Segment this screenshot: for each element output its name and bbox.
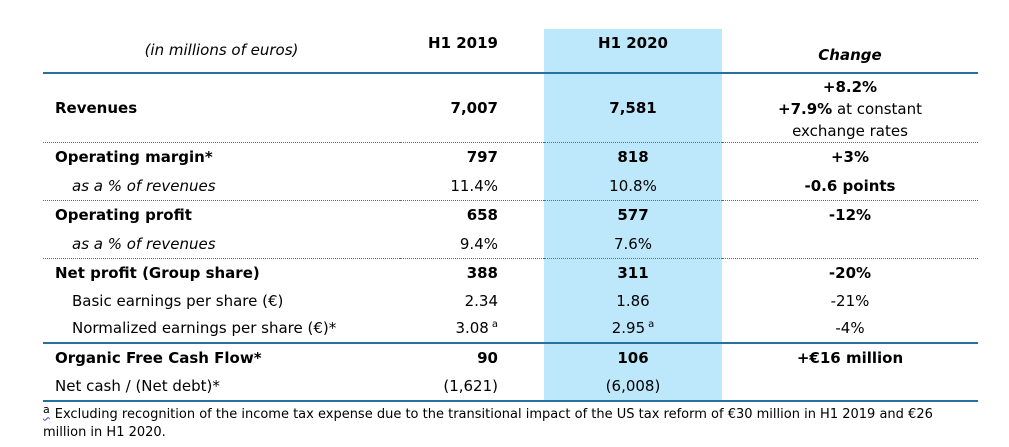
unit-label: (in millions of euros) xyxy=(43,28,400,74)
value-h1-2020: 818 xyxy=(617,148,649,167)
value-h1-2020: 1.86 xyxy=(616,291,650,310)
row-label: Operating profit xyxy=(55,206,192,225)
value-change xyxy=(722,229,978,259)
change-line-1: +8.2% xyxy=(822,78,878,96)
column-header-change: Change xyxy=(722,28,978,74)
value-h1-2020: 311 xyxy=(617,263,649,282)
row-label: as a % of revenues xyxy=(43,229,400,259)
value-h1-2019: (1,621) xyxy=(400,371,544,402)
row-label: Organic Free Cash Flow* xyxy=(55,348,262,367)
value-h1-2019: 3.08 a xyxy=(400,314,544,344)
value-change: +8.2% +7.9% at constant exchange rates xyxy=(722,73,978,143)
header-row: (in millions of euros) H1 2019 H1 2020 C… xyxy=(43,28,978,74)
row-label: Operating margin* xyxy=(55,148,213,167)
change-multiline: +8.2% +7.9% at constant exchange rates xyxy=(722,74,978,142)
table-row-operating-margin-pct: as a % of revenues 11.4% 10.8% -0.6 poin… xyxy=(43,171,978,201)
row-label: Normalized earnings per share (€)* xyxy=(43,314,400,344)
footnote-ref-a: a xyxy=(648,319,655,330)
value-change xyxy=(722,371,978,402)
row-label: Net profit (Group share) xyxy=(55,263,260,282)
value-change: -0.6 points xyxy=(722,171,978,201)
table-row-operating-margin: Operating margin* 797 818 +3% xyxy=(43,143,978,172)
footnote-text: Excluding recognition of the income tax … xyxy=(43,407,933,440)
value-h1-2020: 10.8% xyxy=(544,171,722,201)
row-label: Basic earnings per share (€) xyxy=(72,291,284,310)
table-row-operating-profit-pct: as a % of revenues 9.4% 7.6% xyxy=(43,229,978,259)
table-row-organic-free-cash-flow: Organic Free Cash Flow* 90 106 +€16 mill… xyxy=(43,343,978,372)
table-row-operating-profit: Operating profit 658 577 -12% xyxy=(43,201,978,230)
value-h1-2019: 2.34 xyxy=(464,291,498,310)
column-header-h1-2019: H1 2019 xyxy=(400,28,544,74)
row-label: Revenues xyxy=(43,73,400,143)
value-h1-2019: 388 xyxy=(466,263,498,282)
change-line-2: +7.9% at constant xyxy=(778,100,922,118)
change-line-3: exchange rates xyxy=(792,122,908,140)
value-h1-2019: 90 xyxy=(477,348,498,367)
table-row-net-profit: Net profit (Group share) 388 311 -20% xyxy=(43,259,978,287)
value-change: -20% xyxy=(828,263,872,282)
value-h1-2020: 2.95 a xyxy=(544,314,722,344)
value-change: -21% xyxy=(830,291,870,310)
column-header-h1-2020: H1 2020 xyxy=(544,28,722,74)
footnote: a Excluding recognition of the income tax… xyxy=(43,402,975,442)
value-h1-2019: 797 xyxy=(466,148,498,167)
value-h1-2020: 7.6% xyxy=(544,229,722,259)
value-h1-2019: 9.4% xyxy=(400,229,544,259)
table-row-basic-eps: Basic earnings per share (€) 2.34 1.86 -… xyxy=(43,287,978,315)
value-h1-2019: 7,007 xyxy=(400,73,544,143)
table-row-net-cash: Net cash / (Net debt)* (1,621) (6,008) xyxy=(43,371,978,402)
value-change: +3% xyxy=(830,148,870,167)
results-table: (in millions of euros) H1 2019 H1 2020 C… xyxy=(43,28,978,402)
value-change: -12% xyxy=(828,206,872,225)
value-h1-2020: (6,008) xyxy=(544,371,722,402)
row-label: Net cash / (Net debt)* xyxy=(43,371,400,402)
value-h1-2020: 7,581 xyxy=(544,73,722,143)
value-change: -4% xyxy=(722,314,978,344)
value-h1-2019: 658 xyxy=(466,206,498,225)
footnote-ref-a: a xyxy=(491,319,498,330)
value-h1-2019: 11.4% xyxy=(400,171,544,201)
table-row-normalized-eps: Normalized earnings per share (€)* 3.08 a… xyxy=(43,314,978,344)
value-h1-2020: 106 xyxy=(617,348,649,367)
value-h1-2020: 577 xyxy=(617,206,649,225)
row-label: as a % of revenues xyxy=(43,171,400,201)
footnote-marker-a: a xyxy=(43,402,50,416)
value-change: +€16 million xyxy=(796,348,904,367)
table-row-revenues: Revenues 7,007 7,581 +8.2% +7.9% at cons… xyxy=(43,73,978,143)
